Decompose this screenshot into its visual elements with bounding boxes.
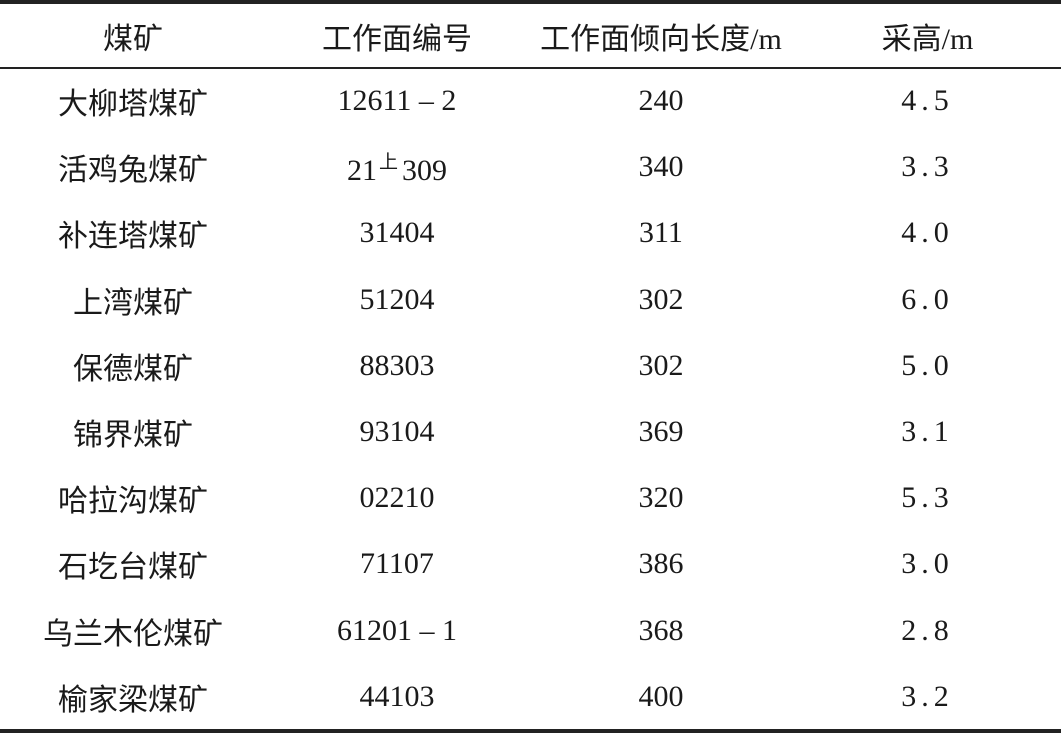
cell-height: 2.8 (901, 613, 954, 647)
face-id-suffix: 309 (402, 153, 447, 187)
cell-face-id: 71107 (360, 547, 434, 581)
header-length: 工作面倾向长度/m (540, 23, 782, 56)
cell-length: 340 (638, 150, 684, 184)
table-row: 活鸡兔煤矿 21 上 309 340 3.3 (0, 134, 1061, 200)
header-mine: 煤矿 (103, 23, 163, 56)
header-height: 采高/m (881, 23, 974, 56)
table-row: 保德煤矿 88303 302 5.0 (0, 333, 1061, 399)
cell-mine: 哈拉沟煤矿 (58, 485, 208, 519)
mining-face-table: 煤矿 工作面编号 工作面倾向长度/m 采高/m 大柳塔煤矿 12611 – 2 24… (0, 4, 1061, 730)
cell-mine: 乌兰木伦煤矿 (43, 617, 223, 651)
table-row: 上湾煤矿 51204 302 6.0 (0, 267, 1061, 333)
table-bottom-rule (0, 729, 1061, 733)
cell-height: 5.3 (901, 481, 954, 515)
cell-face-id: 51204 (359, 282, 435, 316)
cell-mine: 上湾煤矿 (73, 286, 193, 320)
cell-mine: 补连塔煤矿 (58, 220, 208, 254)
cell-length: 302 (638, 282, 684, 316)
cell-length: 240 (638, 84, 684, 118)
header-face-id: 工作面编号 (322, 23, 472, 56)
cell-face-id: 88303 (359, 348, 435, 382)
cell-length: 320 (638, 481, 684, 515)
cell-face-id: 12611 – 2 (337, 84, 457, 118)
table-header-row: 煤矿 工作面编号 工作面倾向长度/m 采高/m (0, 4, 1061, 68)
cell-mine: 榆家梁煤矿 (58, 683, 208, 717)
cell-length: 311 (639, 216, 683, 250)
cell-length: 368 (638, 613, 684, 647)
cell-mine: 锦界煤矿 (73, 419, 193, 453)
cell-length: 369 (638, 415, 684, 449)
cell-length: 386 (638, 547, 684, 581)
cell-length: 400 (638, 679, 684, 713)
cell-mine: 保德煤矿 (73, 352, 193, 386)
cell-height: 3.2 (901, 679, 954, 713)
cell-height: 4.0 (901, 216, 954, 250)
cell-height: 5.0 (901, 348, 954, 382)
cell-mine: 大柳塔煤矿 (58, 88, 208, 122)
cell-face-id: 31404 (359, 216, 435, 250)
cell-height: 3.1 (901, 415, 954, 449)
table-row: 石圪台煤矿 71107 386 3.0 (0, 531, 1061, 597)
cell-mine: 活鸡兔煤矿 (58, 154, 208, 188)
cell-mine: 石圪台煤矿 (58, 551, 208, 585)
table-row: 锦界煤矿 93104 369 3.1 (0, 399, 1061, 465)
table-row: 大柳塔煤矿 12611 – 2 240 4.5 (0, 68, 1061, 134)
table-row: 哈拉沟煤矿 02210 320 5.3 (0, 465, 1061, 531)
cell-face-id: 93104 (359, 415, 435, 449)
face-id-prefix: 21 (346, 153, 377, 187)
cell-face-id: 21 上 309 (266, 134, 528, 200)
cell-height: 6.0 (901, 282, 954, 316)
table-top-rule (0, 0, 1061, 4)
cell-length: 302 (638, 348, 684, 382)
cell-face-id: 44103 (359, 679, 435, 713)
table-row: 补连塔煤矿 31404 311 4.0 (0, 200, 1061, 266)
table-header-rule (0, 67, 1061, 69)
table-row: 乌兰木伦煤矿 61201 – 1 368 2.8 (0, 598, 1061, 664)
face-id-superscript: 上 (378, 151, 398, 173)
cell-height: 3.0 (901, 547, 954, 581)
cell-face-id: 02210 (359, 481, 435, 515)
cell-height: 4.5 (901, 84, 954, 118)
table-row: 榆家梁煤矿 44103 400 3.2 (0, 664, 1061, 730)
cell-height: 3.3 (901, 150, 954, 184)
cell-face-id: 61201 – 1 (337, 613, 457, 647)
